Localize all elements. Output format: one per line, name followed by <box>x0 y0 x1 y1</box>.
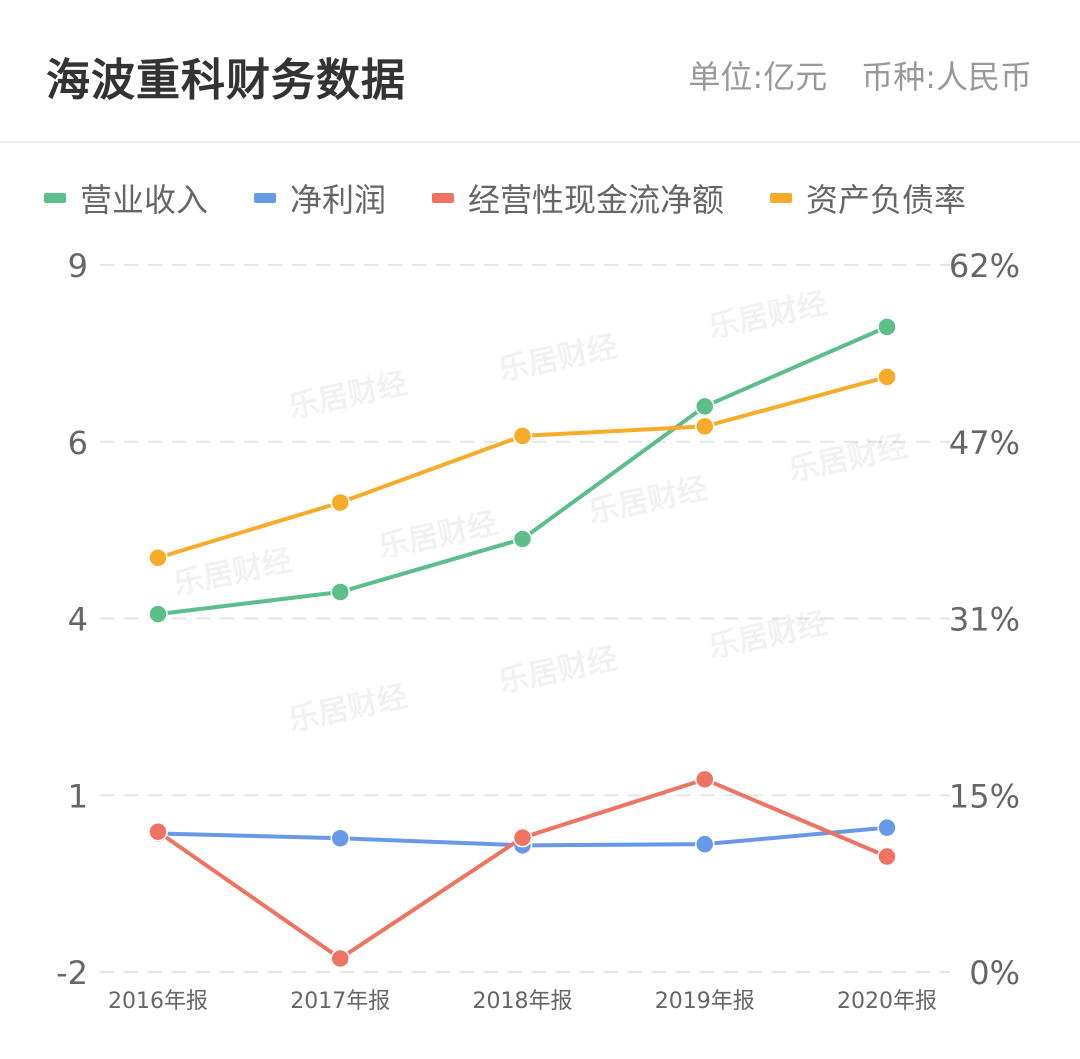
legend-swatch-revenue <box>44 193 66 203</box>
currency-label: 币种:人民币 <box>861 58 1032 96</box>
axis-layer: 9 6 4 1 -2 62% 47% 31% 15% 0% 2016年报 2017年报 2018年报 20… <box>56 247 1020 1014</box>
data-point-net-profit[interactable] <box>330 828 350 849</box>
x-tick-label: 2018年报 <box>473 989 573 1014</box>
y-left-tick-label: -2 <box>56 954 88 992</box>
data-point-debt-ratio[interactable] <box>695 416 715 437</box>
watermark-text: 乐居财经 <box>286 366 411 425</box>
y-right-tick-label: 31% <box>949 601 1020 639</box>
watermark-text: 乐居财经 <box>286 679 411 738</box>
header: 海波重科财务数据 单位:亿元 币种:人民币 <box>0 0 1080 143</box>
series-layer <box>148 317 897 969</box>
chart-legend: 营业收入 净利润 经营性现金流净额 资产负债率 <box>44 176 1012 220</box>
data-point-cash-flow[interactable] <box>512 827 533 848</box>
data-point-revenue[interactable] <box>695 396 715 417</box>
legend-swatch-debt-ratio <box>770 193 793 203</box>
legend-swatch-cash-flow <box>432 193 455 203</box>
data-point-debt-ratio[interactable] <box>330 492 350 513</box>
page-title: 海波重科财务数据 <box>46 55 406 106</box>
watermark-text: 乐居财经 <box>496 329 621 388</box>
watermark-text: 乐居财经 <box>171 543 296 602</box>
watermark-text: 乐居财经 <box>706 286 831 345</box>
x-tick-label: 2017年报 <box>290 989 390 1014</box>
data-point-debt-ratio[interactable] <box>512 426 533 446</box>
legend-item-cash-flow[interactable]: 经营性现金流净额 <box>432 175 724 221</box>
y-right-tick-label: 0% <box>969 954 1020 992</box>
y-left-tick-label: 9 <box>68 247 88 285</box>
x-tick-label: 2016年报 <box>108 989 208 1014</box>
data-point-cash-flow[interactable] <box>148 822 168 842</box>
legend-swatch-net-profit <box>254 193 277 203</box>
y-left-tick-label: 4 <box>68 601 88 639</box>
legend-label-debt-ratio: 资产负债率 <box>806 181 967 219</box>
legend-label-net-profit: 净利润 <box>290 181 387 219</box>
y-right-tick-label: 15% <box>949 777 1020 815</box>
data-point-revenue[interactable] <box>512 529 533 549</box>
data-point-revenue[interactable] <box>877 317 897 337</box>
data-point-revenue[interactable] <box>330 582 350 602</box>
legend-label-cash-flow: 经营性现金流净额 <box>468 181 725 219</box>
y-left-tick-label: 6 <box>68 424 88 462</box>
data-point-debt-ratio[interactable] <box>877 367 897 387</box>
data-point-debt-ratio[interactable] <box>148 547 168 568</box>
unit-label: 单位:亿元 <box>688 58 828 96</box>
grid-layer <box>100 264 950 973</box>
data-point-cash-flow[interactable] <box>330 948 350 969</box>
legend-item-net-profit[interactable]: 净利润 <box>254 175 386 221</box>
data-point-net-profit[interactable] <box>877 817 897 838</box>
data-point-cash-flow[interactable] <box>877 846 897 867</box>
data-point-revenue[interactable] <box>148 604 168 624</box>
y-right-tick-label: 62% <box>949 247 1020 285</box>
legend-item-revenue[interactable]: 营业收入 <box>44 175 208 221</box>
unit-info: 单位:亿元 币种:人民币 <box>688 52 1032 98</box>
y-left-tick-label: 1 <box>68 777 88 815</box>
watermark-text: 乐居财经 <box>786 429 911 488</box>
data-point-net-profit[interactable] <box>695 834 715 854</box>
x-tick-label: 2019年报 <box>655 989 755 1014</box>
watermark-text: 乐居财经 <box>496 641 621 700</box>
watermark-text: 乐居财经 <box>706 606 831 665</box>
x-tick-label: 2020年报 <box>837 989 937 1014</box>
watermark-text: 乐居财经 <box>376 506 501 565</box>
legend-item-debt-ratio[interactable]: 资产负债率 <box>770 175 966 221</box>
data-point-cash-flow[interactable] <box>695 769 715 790</box>
series-line-cash-flow <box>156 777 889 961</box>
y-right-tick-label: 47% <box>949 424 1020 462</box>
legend-label-revenue: 营业收入 <box>80 181 209 219</box>
